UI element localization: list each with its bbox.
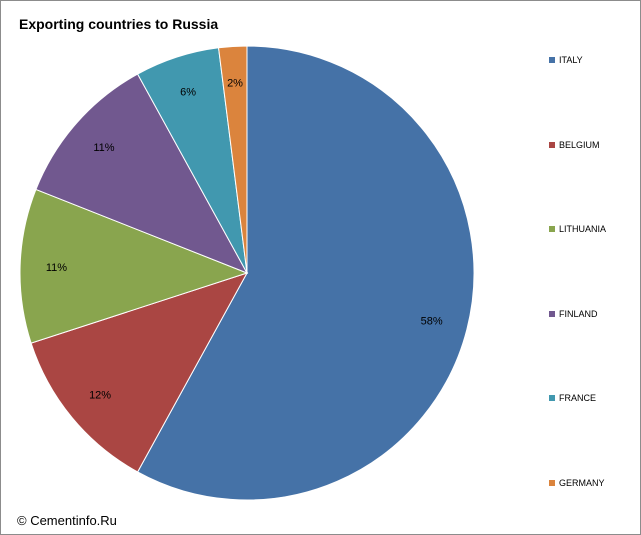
data-label-france: 6% — [180, 87, 196, 99]
legend-label: FINLAND — [559, 308, 598, 319]
pie-slice-finland — [35, 73, 249, 274]
legend-item-france: FRANCE — [549, 393, 596, 403]
legend-label: BELGIUM — [559, 139, 600, 150]
legend-label: LITHUANIA — [559, 224, 607, 234]
legend-swatch — [549, 141, 555, 148]
legend-label: ITALY — [559, 55, 583, 65]
data-label-finland: 11% — [93, 142, 114, 154]
pie-slice-germany — [217, 45, 248, 274]
legend: ITALY BELGIUM LITHUANIA FINLAND FRANCE GERMAN… — [549, 1, 639, 534]
legend-label: GERMANY — [559, 477, 605, 488]
legend-swatch — [549, 310, 555, 317]
legend-label: FRANCE — [559, 393, 597, 403]
pie-slice-belgium — [30, 272, 249, 473]
legend-item-lithuania: LITHUANIA — [549, 224, 606, 234]
data-label-germany: 2% — [227, 78, 243, 90]
legend-swatch — [549, 395, 555, 401]
pie-slice-italy — [136, 45, 475, 501]
chart-title: Exporting countries to Russia — [19, 16, 219, 32]
legend-item-finland: FINLAND — [549, 309, 598, 319]
data-label-belgium: 12% — [89, 390, 111, 402]
legend-item-italy: ITALY — [549, 55, 583, 65]
legend-item-belgium: BELGIUM — [549, 140, 600, 150]
data-label-lithuania: 11% — [46, 262, 67, 274]
legend-item-germany: GERMANY — [549, 478, 605, 488]
legend-swatch — [549, 57, 555, 63]
data-label-italy: 58% — [421, 315, 443, 327]
source-credit: © Cementinfo.Ru — [17, 513, 117, 528]
legend-swatch — [549, 226, 555, 232]
legend-swatch — [549, 479, 555, 486]
pie-slice-lithuania — [19, 188, 249, 344]
